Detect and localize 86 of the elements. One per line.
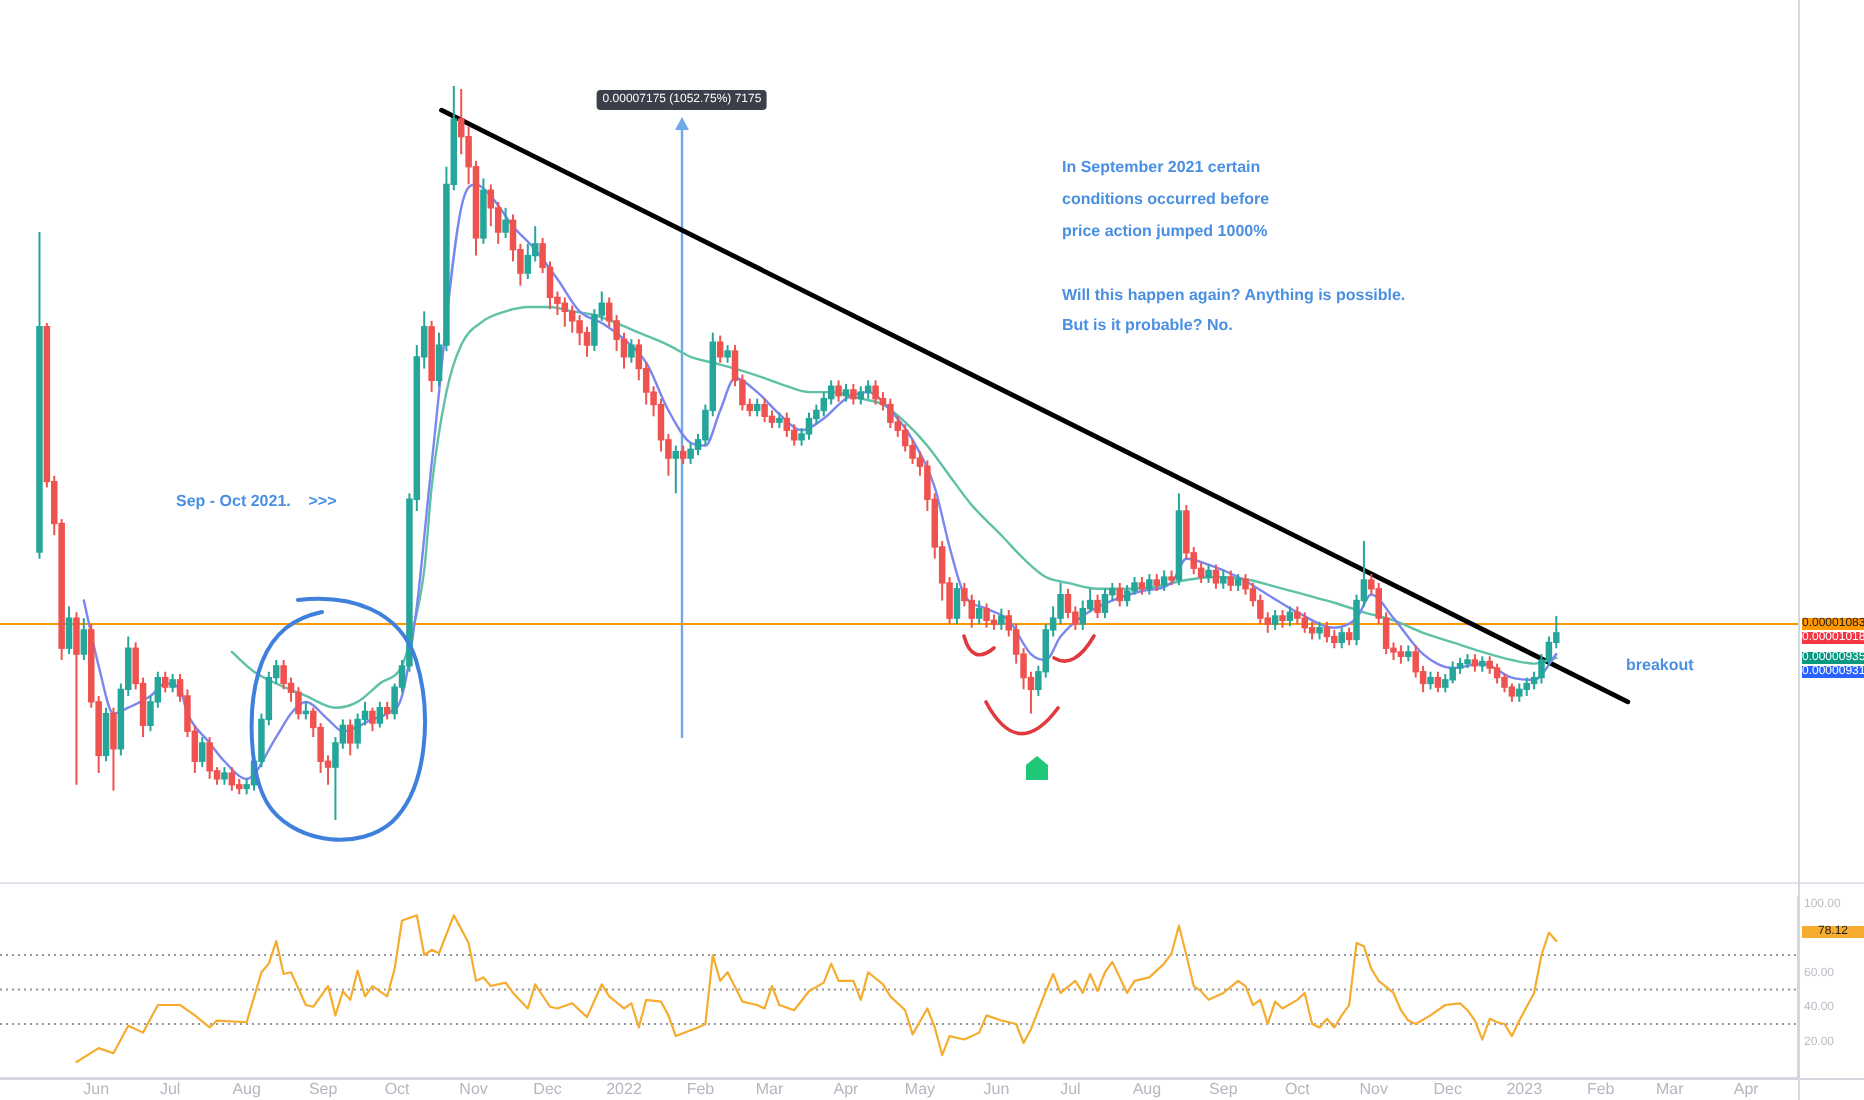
candlestick [73,611,80,786]
x-tick-label: Sep [308,1080,339,1099]
candlestick [502,206,509,239]
candlestick [102,706,110,763]
candlestick [887,397,894,430]
candlestick [1508,682,1516,703]
annotation: In September 2021 certain [1062,158,1261,176]
candlestick [110,706,117,792]
candlestick [1205,563,1212,584]
candlestick [1434,670,1442,694]
candlestick [206,736,213,780]
candlestick [369,706,376,733]
x-tick-label: Jul [159,1080,181,1099]
x-tick-label: Sep [1209,1080,1239,1099]
candlestick [835,379,842,403]
candlestick [953,581,961,626]
candlestick [1101,587,1109,620]
candlestick [1116,581,1123,608]
candlestick [1493,662,1501,685]
candlestick [65,605,73,656]
candlestick [783,411,791,438]
candlestick [346,718,354,757]
x-tick-label: Feb [1586,1080,1616,1099]
x-tick-label: Jun [83,1080,110,1099]
candlestick [687,441,694,466]
x-tick-label: Mar [755,1080,784,1099]
candlestick [295,686,302,721]
x-tick-label: Jul [1060,1080,1082,1099]
candlestick [1449,660,1456,685]
candlestick [1301,611,1308,634]
annotation: price action jumped 1000% [1062,222,1268,240]
candlestick [1331,628,1338,650]
candlestick [1146,573,1153,596]
x-tick-label: Apr [1733,1080,1760,1099]
candlestick [850,383,857,406]
x-tick-label: Dec [1433,1080,1463,1099]
candlestick [228,766,236,792]
candlestick [983,602,990,629]
candlestick [716,334,724,364]
candlestick [1123,584,1131,608]
candlestick [998,607,1005,631]
annotation: Sep - Oct 2021. >>> [176,492,337,510]
x-tick-label: Aug [1132,1080,1162,1099]
x-tick-label: 2022 [606,1080,643,1099]
candlestick [672,444,680,495]
candlestick [628,338,635,364]
candlestick [857,385,865,406]
x-tick-label: Jun [983,1080,1010,1099]
candlestick [1323,620,1331,644]
candlestick [1516,682,1523,703]
candlestick [161,670,169,694]
candlestick [975,599,983,626]
annotation: breakout [1626,656,1694,674]
candlestick [198,736,206,769]
candlestick [376,700,384,729]
candlestick [80,617,88,661]
x-tick-label: Nov [1359,1080,1389,1099]
annotation: But is it probable? No. [1062,316,1233,334]
x-tick-label: Dec [533,1080,562,1099]
x-tick-label: Mar [1655,1080,1685,1099]
annotation: Will this happen again? Anything is possible. [1062,286,1406,304]
candlestick [169,672,176,694]
x-tick-label: Oct [1284,1080,1312,1099]
x-tick-label: Oct [384,1080,412,1099]
candlestick [1338,626,1345,650]
annotation: conditions occurred before [1062,190,1270,208]
candlestick [805,411,813,441]
candlestick [1160,569,1168,592]
candlestick [872,379,879,406]
candlestick [1501,672,1508,694]
x-tick-label: Feb [686,1080,716,1099]
candlestick [761,397,768,424]
candlestick [679,444,687,466]
candlestick [1523,676,1530,697]
x-tick-label: 2023 [1506,1080,1544,1099]
candlestick [1212,563,1220,590]
x-tick-label: May [904,1080,936,1099]
candlestick [1094,593,1101,620]
candlestick [1220,569,1227,590]
x-tick-label: Aug [232,1080,261,1099]
candlestick [568,304,576,334]
candlestick [1227,569,1234,592]
x-tick-label: Apr [833,1080,860,1099]
candlestick [1397,644,1405,665]
candlestick [1271,609,1279,631]
x-tick-label: Nov [459,1080,488,1099]
